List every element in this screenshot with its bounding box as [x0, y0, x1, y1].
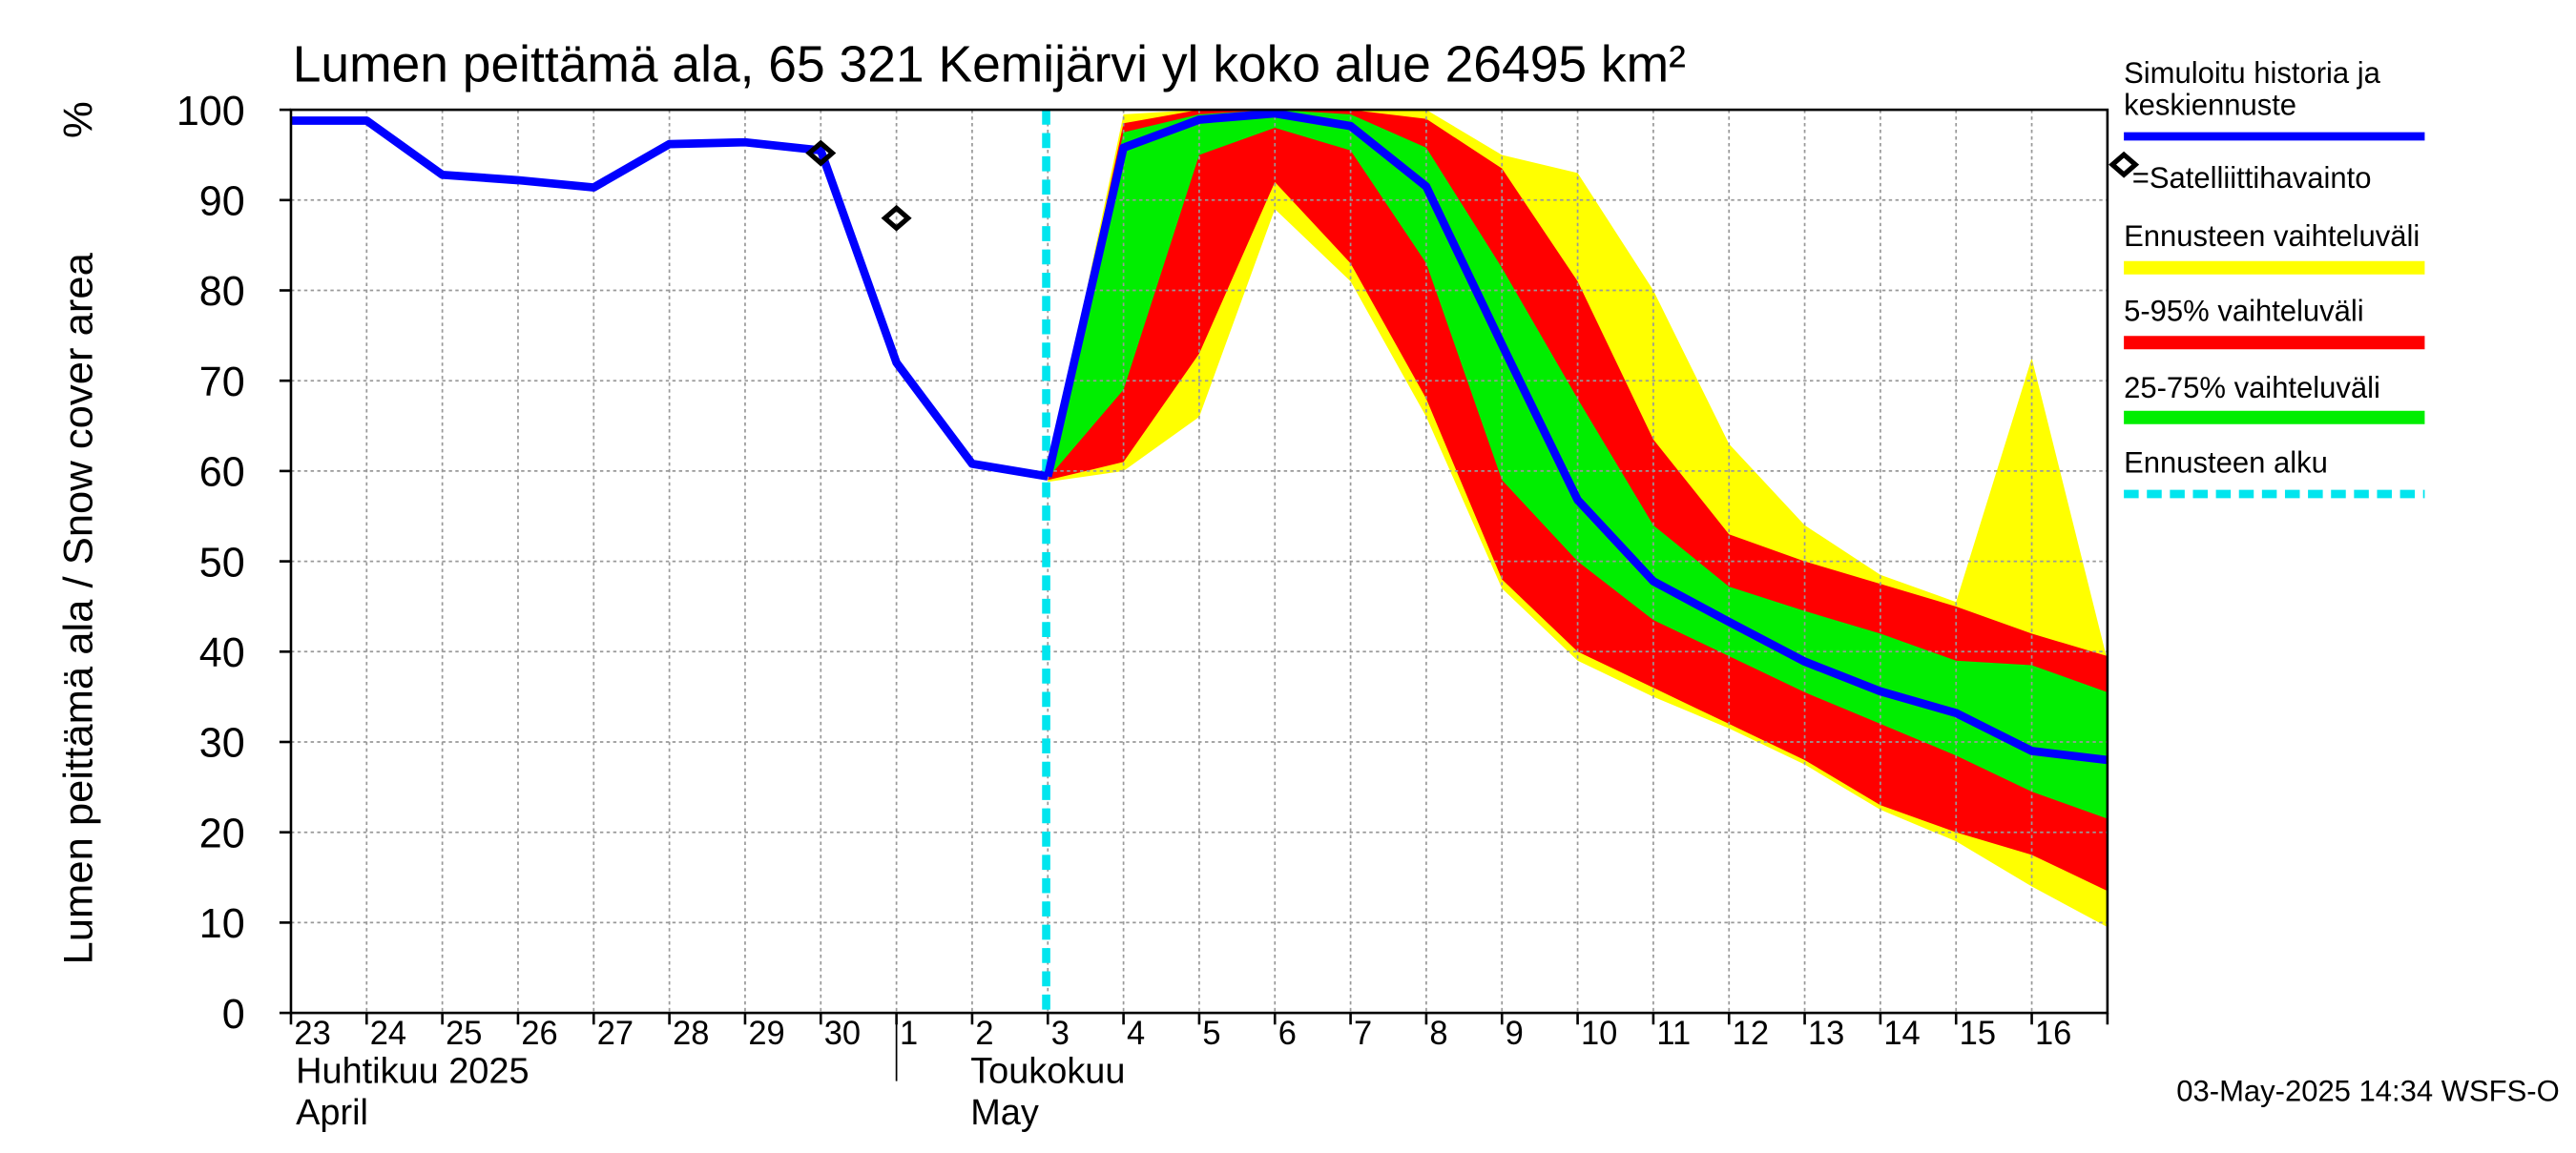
satellite-marker	[805, 139, 837, 167]
x-day-label: 15	[1960, 1016, 1996, 1052]
month-label-may-en: May	[970, 1092, 1039, 1133]
x-day-label: 4	[1127, 1016, 1145, 1052]
chart-text: Lumen peittämä ala, 65 321 Kemijärvi yl …	[56, 35, 2560, 1107]
y-tick-label: 70	[199, 360, 245, 405]
legend-history-label: Simuloitu historia ja	[2124, 56, 2380, 90]
x-day-label: 13	[1808, 1016, 1844, 1052]
x-day-label: 12	[1733, 1016, 1769, 1052]
chart-title: Lumen peittämä ala, 65 321 Kemijärvi yl …	[293, 35, 1686, 93]
series-lines	[290, 109, 2109, 1014]
month-label-april-en: April	[296, 1092, 368, 1133]
x-day-label: 24	[370, 1016, 406, 1052]
x-day-label: 23	[294, 1016, 330, 1052]
satellite-marker	[881, 204, 912, 232]
x-day-label: 14	[1883, 1016, 1920, 1052]
y-tick-label: 60	[199, 449, 245, 495]
y-tick-label: 20	[199, 811, 245, 856]
timestamp-footer: 03-May-2025 14:34 WSFS-O	[2176, 1074, 2559, 1107]
history-line	[290, 116, 1049, 481]
x-day-label: 29	[748, 1016, 784, 1052]
x-day-label: 28	[673, 1016, 709, 1052]
month-label-april: Huhtikuu 2025	[296, 1050, 529, 1091]
y-axis-label: Lumen peittämä ala / Snow cover area	[56, 252, 102, 964]
legend-range-full-label: Ennusteen vaihteluväli	[2124, 219, 2420, 253]
x-day-label: 25	[446, 1016, 482, 1052]
y-tick-label: 30	[199, 720, 245, 766]
x-day-label: 7	[1354, 1016, 1372, 1052]
forecast-median-line	[1044, 109, 2109, 765]
y-tick-label: 0	[222, 992, 245, 1038]
x-day-label: 5	[1202, 1016, 1220, 1052]
y-axis-unit: %	[56, 101, 102, 138]
x-day-label: 26	[521, 1016, 557, 1052]
legend-range-25-75-label: 25-75% vaihteluväli	[2124, 371, 2380, 404]
y-tick-label: 100	[177, 89, 245, 134]
month-label-may: Toukokuu	[970, 1050, 1125, 1091]
x-day-label: 11	[1656, 1016, 1691, 1052]
x-day-label: 30	[824, 1016, 861, 1052]
x-day-label: 9	[1506, 1016, 1524, 1052]
x-day-label: 2	[975, 1016, 993, 1052]
y-tick-label: 50	[199, 540, 245, 586]
x-day-label: 10	[1581, 1016, 1617, 1052]
legend-range-5-95-label: 5-95% vaihteluväli	[2124, 294, 2364, 327]
y-tick-label: 10	[199, 901, 245, 947]
y-tick-label: 90	[199, 178, 245, 224]
y-tick-label: 80	[199, 269, 245, 315]
legend-forecast-start-label: Ennusteen alku	[2124, 445, 2328, 479]
y-tick-label: 40	[199, 630, 245, 676]
legend-satellite-marker	[2109, 151, 2140, 178]
legend-satellite-label: =Satelliittihavainto	[2132, 161, 2372, 195]
x-day-label: 16	[2035, 1016, 2071, 1052]
legend-history-label-cont: keskiennuste	[2124, 88, 2296, 121]
x-day-label: 27	[597, 1016, 634, 1052]
x-day-label: 1	[900, 1016, 918, 1052]
x-day-label: 8	[1429, 1016, 1447, 1052]
x-day-label: 3	[1051, 1016, 1070, 1052]
x-day-label: 6	[1278, 1016, 1297, 1052]
